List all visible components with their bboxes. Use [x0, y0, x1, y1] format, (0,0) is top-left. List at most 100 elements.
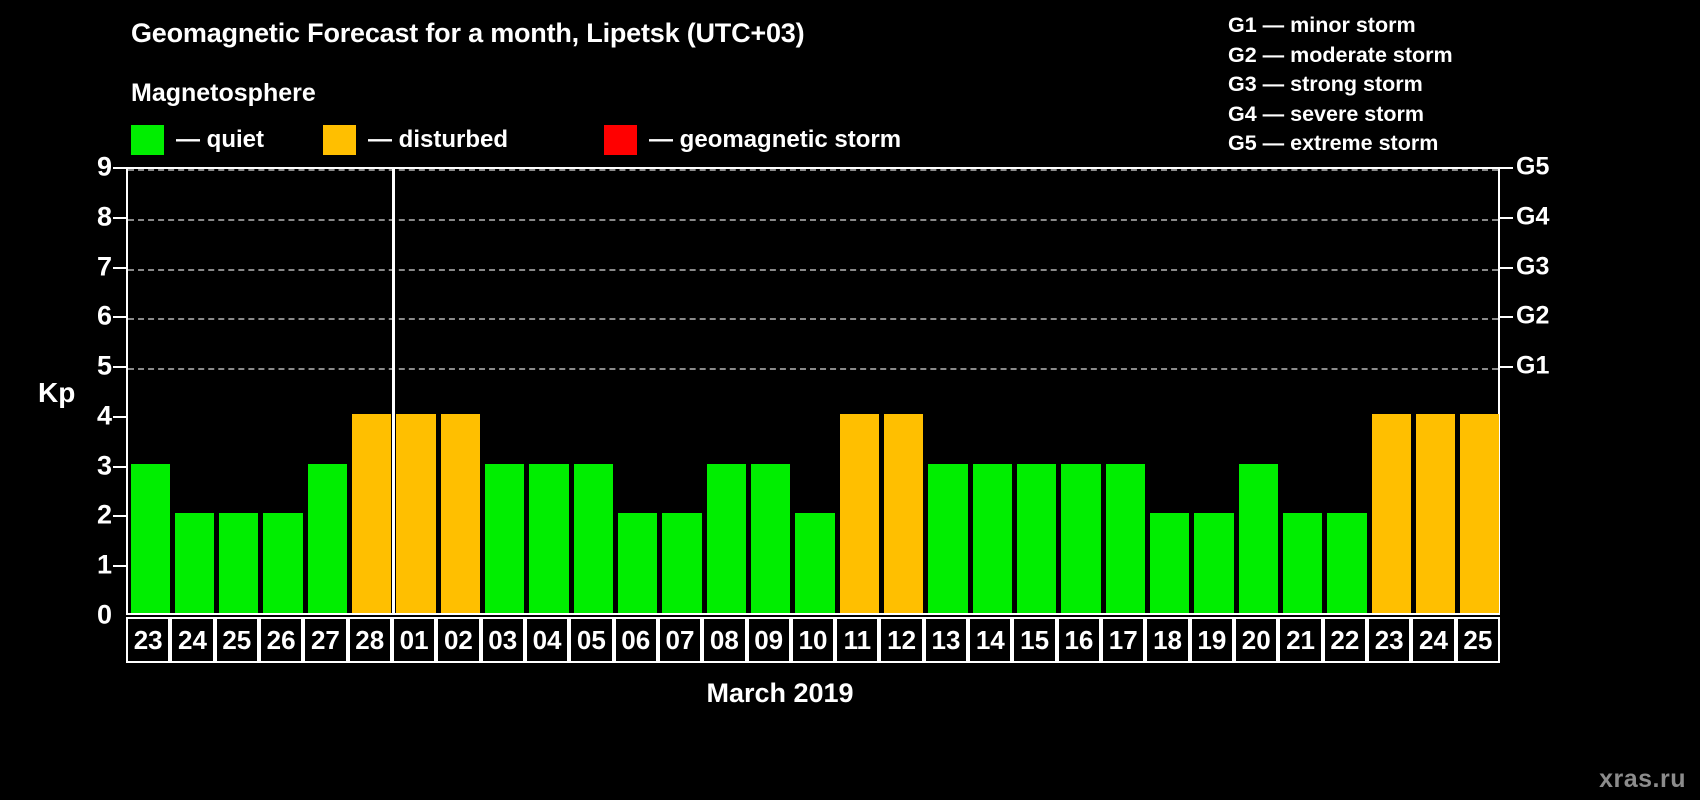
g-tick-mark-G5 — [1500, 167, 1513, 169]
legend-swatch-disturbed — [323, 125, 356, 155]
gridline-kp-9 — [128, 169, 1498, 171]
bar-day-24 — [174, 513, 215, 613]
page-title: Geomagnetic Forecast for a month, Lipets… — [131, 18, 805, 48]
g-tick-label-G4: G4 — [1516, 202, 1550, 231]
date-axis: 23 24 25 26 27 28 01 02 03 04 05 06 07 08 09 10 11 12 13 14… — [126, 617, 1500, 663]
g-legend-row-2: G2 — moderate storm — [1228, 42, 1453, 67]
month-divider-line — [392, 169, 396, 613]
date-label-23: 23 — [126, 617, 171, 663]
g-legend-row-5: G5 — extreme storm — [1228, 131, 1439, 155]
date-label-25: 25 — [1455, 617, 1500, 663]
legend-swatch-geomagnetic-storm — [604, 125, 638, 155]
bar-day-04 — [529, 463, 569, 613]
legend-entry-quiet: — quiet — [131, 124, 264, 156]
y-tick-label-7: 7 — [96, 251, 112, 282]
bar-day-27 — [307, 463, 348, 613]
bar-day-05 — [573, 463, 614, 613]
g-legend-row-1: G1 — minor storm — [1228, 13, 1416, 37]
bar-day-23 — [130, 463, 170, 613]
plot-inner — [128, 169, 1500, 613]
bar-day-20 — [1238, 463, 1278, 613]
date-label-09: 09 — [746, 617, 791, 663]
date-label-16: 16 — [1056, 617, 1102, 663]
gridline-kp-5 — [128, 368, 1498, 371]
g-tick-mark-G4 — [1500, 216, 1513, 219]
g-tick-label-G5: G5 — [1516, 152, 1550, 181]
y-tick-label-5: 5 — [96, 350, 112, 381]
g-legend-row-4: G4 — severe storm — [1228, 101, 1424, 126]
date-label-07: 07 — [657, 617, 703, 663]
date-label-15: 15 — [1012, 617, 1057, 663]
date-label-03: 03 — [480, 617, 525, 663]
y-tick-label-1: 1 — [96, 549, 112, 580]
date-label-23: 23 — [1367, 617, 1412, 663]
bar-day-17 — [1105, 463, 1145, 613]
y-tick-label-8: 8 — [96, 201, 112, 232]
gridline-kp-8 — [128, 218, 1498, 221]
y-tick-mark-6 — [113, 316, 126, 319]
bars-layer — [128, 169, 1500, 613]
y-tick-mark-3 — [113, 465, 126, 468]
date-label-24: 24 — [170, 617, 215, 663]
bar-day-02 — [440, 413, 481, 613]
date-label-02: 02 — [436, 617, 481, 663]
color-legend: — quiet — disturbed — geomagnetic storm — [131, 124, 901, 156]
bar-day-23 — [1371, 413, 1411, 613]
bar-day-01 — [396, 413, 436, 613]
y-tick-mark-7 — [113, 266, 126, 269]
bar-day-21 — [1282, 513, 1323, 613]
bar-day-03 — [485, 463, 525, 613]
date-label-24: 24 — [1411, 617, 1456, 663]
gridline-kp-6 — [128, 318, 1498, 321]
date-label-13: 13 — [923, 617, 969, 663]
bar-day-18 — [1149, 513, 1190, 613]
g-tick-mark-G2 — [1500, 316, 1513, 319]
bar-day-25 — [1460, 413, 1500, 613]
y-tick-label-0: 0 — [96, 599, 112, 630]
date-label-19: 19 — [1189, 617, 1235, 663]
date-label-06: 06 — [613, 617, 658, 663]
legend-swatch-quiet — [131, 125, 164, 155]
date-label-25: 25 — [214, 617, 259, 663]
date-label-26: 26 — [258, 617, 304, 663]
date-label-12: 12 — [879, 617, 924, 663]
date-label-05: 05 — [569, 617, 614, 663]
date-label-17: 17 — [1101, 617, 1146, 663]
date-label-01: 01 — [391, 617, 437, 663]
y-tick-label-3: 3 — [96, 450, 112, 481]
y-axis-title: Kp — [38, 377, 76, 408]
bar-day-12 — [883, 413, 924, 613]
g-tick-label-G3: G3 — [1516, 252, 1550, 281]
bar-day-24 — [1415, 413, 1456, 613]
g-tick-mark-G3 — [1500, 266, 1513, 269]
bar-day-19 — [1194, 513, 1234, 613]
y-tick-mark-5 — [113, 366, 126, 369]
date-label-08: 08 — [702, 617, 747, 663]
bar-day-14 — [972, 463, 1012, 613]
bar-day-06 — [618, 513, 658, 613]
g-tick-label-G1: G1 — [1516, 351, 1550, 380]
g-tick-mark-G1 — [1500, 366, 1513, 369]
date-label-27: 27 — [303, 617, 348, 663]
bar-day-08 — [706, 463, 746, 613]
bar-day-25 — [219, 513, 259, 613]
legend-label-quiet: — quiet — [176, 126, 264, 153]
bar-day-15 — [1016, 463, 1057, 613]
g-scale-legend: G1 — minor storm G2 — moderate storm G3 — … — [1228, 11, 1453, 159]
g-tick-label-G2: G2 — [1516, 301, 1550, 330]
x-axis-title: March 2019 — [706, 678, 854, 708]
y-tick-label-9: 9 — [96, 151, 112, 182]
date-label-14: 14 — [968, 617, 1013, 663]
date-label-11: 11 — [835, 617, 880, 663]
legend-entry-disturbed: — disturbed — [323, 124, 508, 156]
y-tick-mark-4 — [113, 415, 126, 418]
legend-label-disturbed: — disturbed — [368, 126, 509, 153]
bar-day-16 — [1061, 463, 1101, 613]
y-tick-mark-8 — [113, 216, 126, 219]
bar-day-22 — [1327, 513, 1367, 613]
date-label-10: 10 — [790, 617, 836, 663]
legend-label-geomagnetic-storm: — geomagnetic storm — [649, 126, 902, 153]
bar-day-13 — [928, 463, 968, 613]
bar-day-10 — [795, 513, 835, 613]
